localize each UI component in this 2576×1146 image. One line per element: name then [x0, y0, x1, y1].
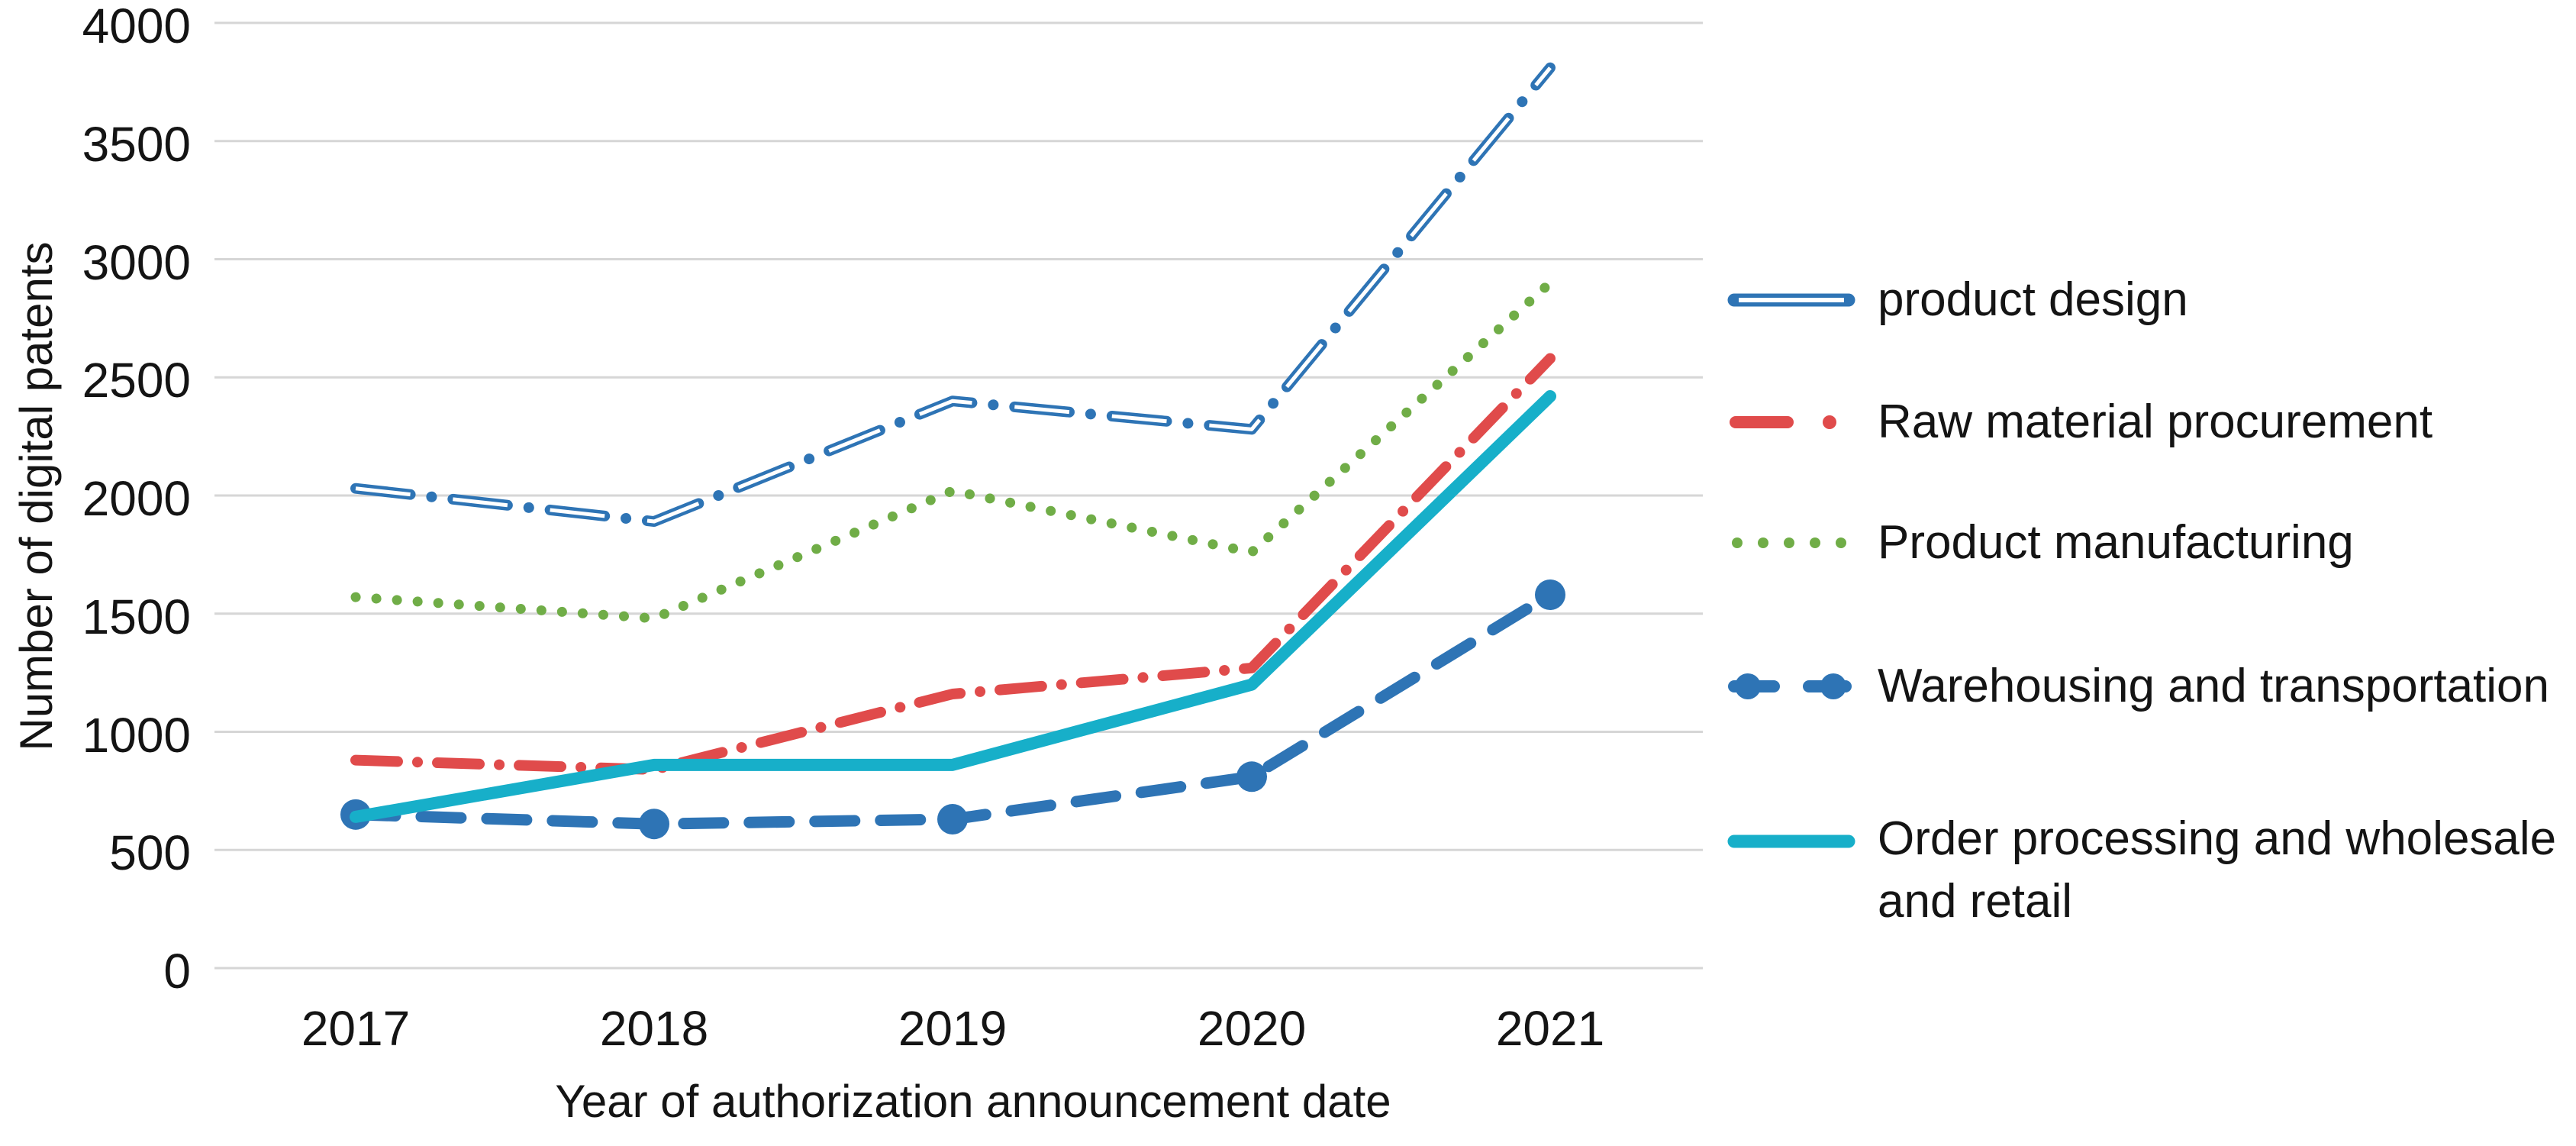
x-tick-label: 2018	[599, 1001, 709, 1056]
dashed-marker-line-swatch	[1728, 673, 1852, 699]
y-tick-label: 0	[163, 944, 191, 999]
y-tick-label: 1500	[82, 589, 191, 644]
data-series-lines	[340, 62, 1565, 840]
x-tick-label: 2019	[898, 1001, 1008, 1056]
y-tick-label: 4000	[82, 0, 191, 53]
x-tick-label: 2020	[1197, 1001, 1307, 1056]
x-axis-title: Year of authorization announcement date	[555, 1076, 1391, 1127]
solid-line-swatch	[1727, 834, 1855, 848]
legend-label: Raw material procurement	[1878, 395, 2433, 448]
y-tick-label: 3000	[82, 234, 191, 290]
legend-item-raw-material-procurement: Raw material procurement	[1726, 391, 2433, 454]
y-tick-label: 500	[109, 825, 191, 881]
dash-dot-line-swatch	[1730, 415, 1836, 429]
legend-item-order-processing: Order processing and wholesale and retai…	[1726, 808, 2576, 933]
y-tick-label: 2000	[82, 471, 191, 526]
legend-label: Order processing and wholesale and retai…	[1878, 812, 2557, 928]
legend-label: Warehousing and transportation	[1878, 660, 2550, 712]
x-tick-label: 2021	[1495, 1001, 1605, 1056]
hollow-dash-line-swatch	[1727, 293, 1855, 307]
legend-item-product-manufacturing: Product manufacturing	[1726, 512, 2354, 574]
y-tick-label: 1000	[82, 707, 191, 763]
legend-label: product design	[1878, 273, 2188, 326]
legend-item-warehousing-and-transportation: Warehousing and transportation	[1726, 655, 2549, 718]
legend-label: Product manufacturing	[1878, 516, 2354, 569]
y-axis-title: Number of digital patents	[11, 241, 62, 751]
y-tick-label: 2500	[82, 353, 191, 408]
legend-item-product-design: product design	[1726, 269, 2188, 331]
x-tick-label: 2017	[301, 1001, 411, 1056]
dotted-line-swatch	[1732, 537, 1846, 548]
y-tick-label: 3500	[82, 116, 191, 172]
